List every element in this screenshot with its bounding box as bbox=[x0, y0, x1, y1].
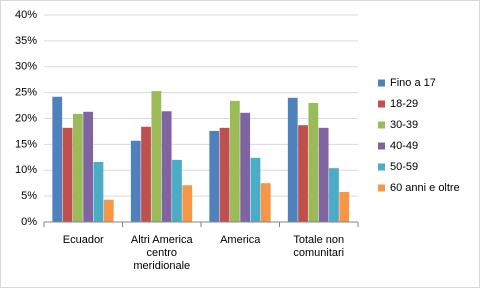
legend-label: 60 anni e oltre bbox=[390, 182, 460, 194]
x-tick-label: Totale non comunitari bbox=[293, 234, 345, 259]
bar bbox=[287, 97, 298, 222]
bar bbox=[339, 191, 350, 222]
bar bbox=[229, 100, 240, 222]
bar bbox=[308, 102, 319, 222]
bar bbox=[52, 96, 63, 222]
bar bbox=[219, 127, 230, 222]
x-tick-label: America bbox=[220, 234, 261, 246]
bar bbox=[83, 111, 94, 222]
bar bbox=[62, 127, 73, 222]
legend-label: 30-39 bbox=[390, 119, 418, 131]
y-tick-label: 20% bbox=[15, 112, 37, 124]
bar bbox=[72, 113, 83, 222]
bar bbox=[151, 91, 162, 222]
y-tick-label: 30% bbox=[15, 61, 37, 73]
bar bbox=[250, 157, 261, 222]
bar bbox=[172, 159, 182, 222]
y-tick-label: 40% bbox=[15, 9, 37, 21]
bar bbox=[209, 130, 220, 222]
y-tick-label: 0% bbox=[21, 216, 37, 228]
legend-swatch bbox=[378, 100, 385, 108]
bar bbox=[103, 199, 114, 222]
legend-swatch bbox=[378, 142, 385, 150]
y-tick-label: 15% bbox=[15, 138, 37, 150]
bar bbox=[298, 125, 308, 222]
legend-label: Fino a 17 bbox=[390, 77, 436, 89]
legend-swatch bbox=[378, 184, 385, 192]
y-tick-label: 35% bbox=[15, 35, 37, 47]
legend-label: 40-49 bbox=[390, 140, 418, 152]
x-tick-label: Ecuador bbox=[62, 234, 104, 246]
bar bbox=[260, 183, 271, 222]
bar bbox=[93, 161, 104, 222]
legend-label: 50-59 bbox=[390, 161, 418, 173]
bar bbox=[130, 140, 141, 222]
bar bbox=[318, 127, 329, 222]
legend-swatch bbox=[378, 79, 385, 87]
y-tick-label: 25% bbox=[15, 87, 37, 99]
y-tick-label: 10% bbox=[15, 164, 37, 176]
bar bbox=[182, 185, 193, 222]
x-tick-label: Altri America centro meridionale bbox=[130, 234, 193, 272]
bar bbox=[141, 126, 151, 222]
legend-swatch bbox=[378, 121, 385, 129]
y-tick-label: 5% bbox=[21, 190, 37, 202]
bar bbox=[329, 168, 339, 222]
bar bbox=[240, 112, 251, 222]
legend-label: 18-29 bbox=[390, 98, 418, 110]
bar bbox=[161, 111, 172, 222]
legend-swatch bbox=[378, 163, 385, 171]
